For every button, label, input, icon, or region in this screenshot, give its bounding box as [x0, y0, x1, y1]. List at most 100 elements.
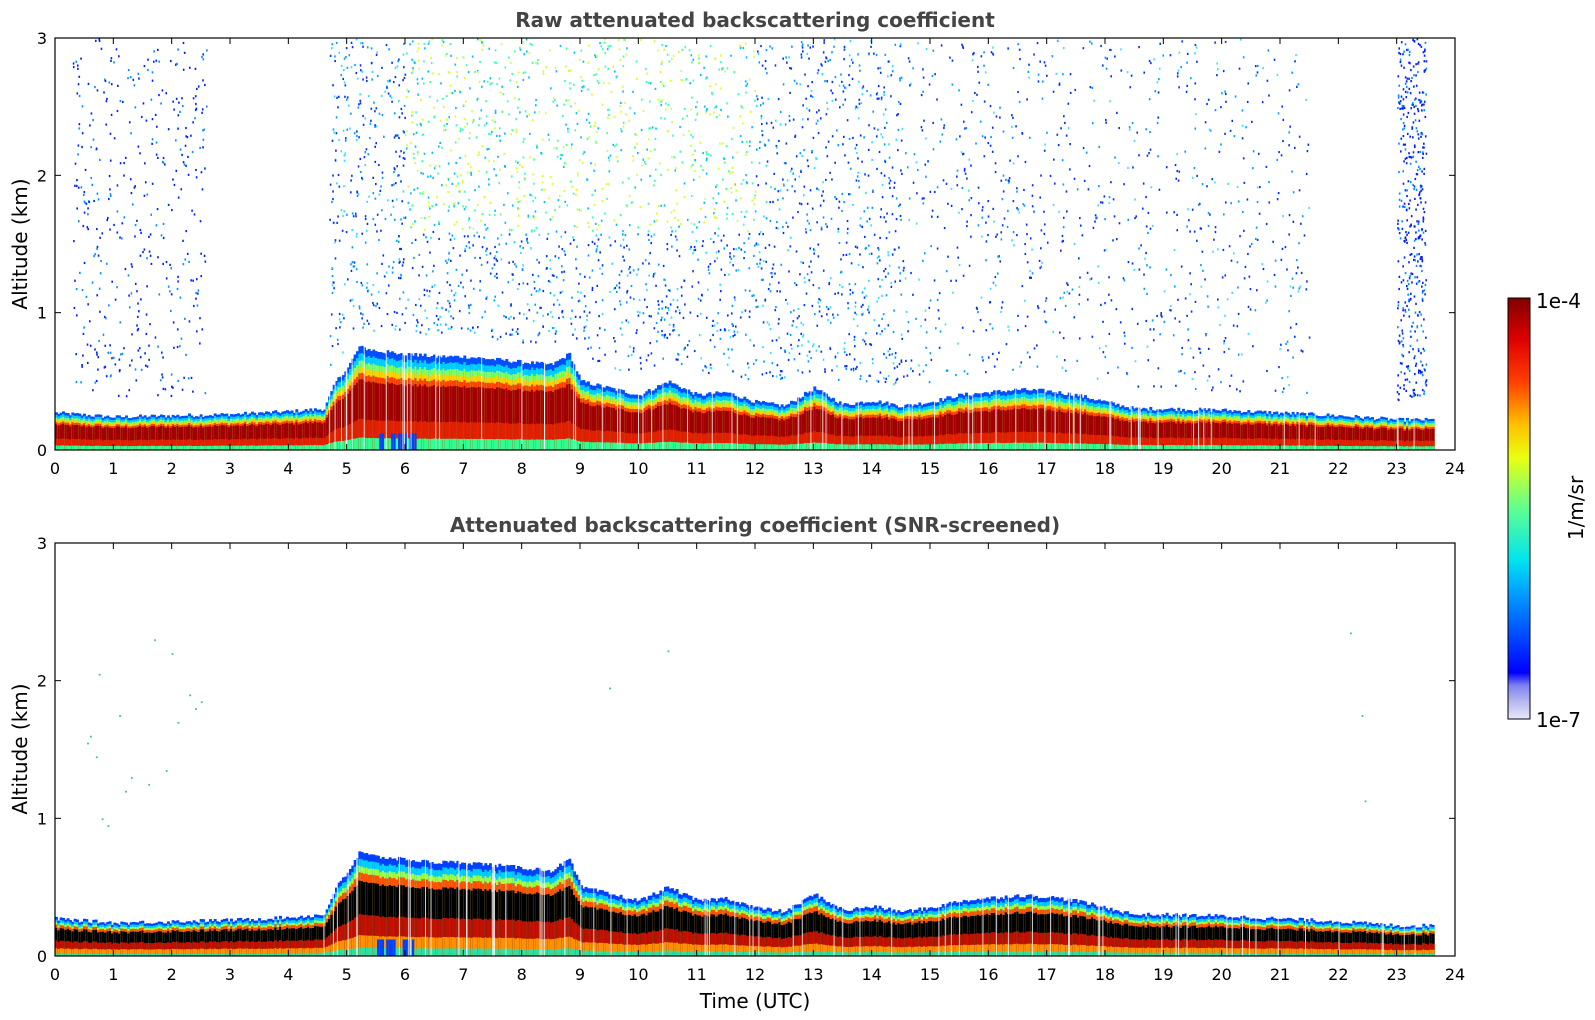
noise-point — [334, 241, 336, 244]
noise-point — [671, 230, 673, 233]
noise-point — [1176, 75, 1179, 78]
noise-point — [583, 329, 585, 332]
noise-point — [536, 311, 539, 314]
noise-point — [1145, 128, 1148, 131]
noise-point — [1129, 86, 1132, 89]
noise-point — [1402, 309, 1404, 312]
noise-point — [121, 352, 124, 355]
noise-point — [644, 67, 647, 71]
noise-point — [170, 293, 173, 296]
noise-point — [1399, 107, 1401, 110]
noise-point — [540, 188, 543, 191]
noise-point — [747, 378, 750, 381]
noise-point — [775, 144, 778, 148]
noise-point — [1017, 314, 1019, 317]
noise-point — [883, 216, 885, 219]
noise-point — [1207, 98, 1210, 101]
noise-point — [1036, 42, 1039, 45]
noise-point — [1424, 369, 1426, 372]
noise-point — [925, 346, 927, 349]
noise-point — [865, 246, 868, 250]
noise-point — [641, 164, 643, 167]
noise-point — [793, 79, 796, 82]
noise-point — [870, 45, 872, 48]
noise-point — [1400, 199, 1403, 202]
noise-point — [1104, 355, 1107, 359]
noise-point — [98, 38, 101, 41]
noise-point — [1406, 48, 1408, 52]
noise-point — [771, 47, 774, 50]
noise-point — [485, 115, 488, 118]
noise-point — [1405, 231, 1407, 234]
noise-point — [1108, 201, 1111, 205]
noise-point — [676, 299, 679, 302]
noise-point — [496, 338, 499, 341]
noise-point — [516, 170, 519, 174]
noise-point — [646, 305, 648, 309]
boundary-layer-cell — [122, 446, 126, 450]
noise-point — [695, 226, 698, 229]
noise-point — [609, 290, 611, 293]
noise-point — [1223, 340, 1226, 343]
noise-point — [536, 62, 539, 65]
noise-point — [1418, 310, 1421, 314]
noise-point — [745, 140, 748, 143]
boundary-layer-cell — [104, 427, 107, 450]
noise-point — [781, 370, 783, 373]
noise-point — [586, 137, 589, 140]
noise-point — [1021, 284, 1024, 288]
noise-point — [1419, 184, 1422, 187]
noise-point — [803, 149, 805, 152]
noise-point — [1190, 310, 1193, 313]
noise-point — [84, 201, 87, 204]
noise-point — [754, 190, 757, 193]
noise-point — [96, 247, 98, 250]
noise-point — [555, 70, 558, 73]
noise-point — [740, 375, 743, 378]
noise-point — [561, 265, 563, 268]
noise-point — [372, 191, 375, 195]
noise-point — [817, 188, 820, 191]
noise-point — [402, 164, 405, 167]
noise-point — [535, 341, 537, 344]
noise-point — [445, 308, 447, 311]
noise-point — [822, 190, 824, 193]
noise-point — [696, 113, 698, 116]
noise-point — [109, 132, 112, 135]
noise-point — [1280, 154, 1283, 157]
noise-point — [1412, 258, 1415, 261]
noise-point — [1196, 60, 1198, 63]
noise-point — [704, 197, 707, 200]
noise-point — [447, 190, 449, 194]
noise-point — [784, 123, 787, 126]
noise-point — [612, 65, 614, 68]
noise-point — [838, 106, 841, 109]
noise-point — [401, 313, 404, 316]
noise-point — [1420, 256, 1422, 259]
noise-point — [356, 191, 359, 194]
noise-point — [848, 193, 850, 196]
noise-point — [1206, 102, 1208, 106]
noise-point — [538, 111, 541, 114]
noise-point — [838, 200, 841, 203]
noise-point — [576, 208, 579, 211]
noise-point — [1069, 143, 1071, 146]
noise-point — [1223, 213, 1225, 216]
boundary-layer-cell — [241, 439, 245, 450]
boundary-layer-cell — [125, 426, 128, 450]
noise-point — [1416, 253, 1418, 256]
noise-point — [1425, 93, 1427, 96]
noise-point — [450, 149, 452, 152]
noise-point — [879, 236, 881, 239]
noise-point — [857, 171, 860, 174]
noise-point — [1166, 211, 1168, 214]
noise-point — [1421, 133, 1424, 136]
noise-point — [1110, 48, 1112, 52]
noise-point — [340, 74, 343, 77]
noise-point — [864, 287, 866, 290]
noise-point — [338, 51, 341, 54]
noise-point — [877, 84, 880, 88]
noise-point — [411, 241, 413, 245]
noise-point — [578, 58, 581, 62]
boundary-layer-cell — [55, 424, 58, 450]
